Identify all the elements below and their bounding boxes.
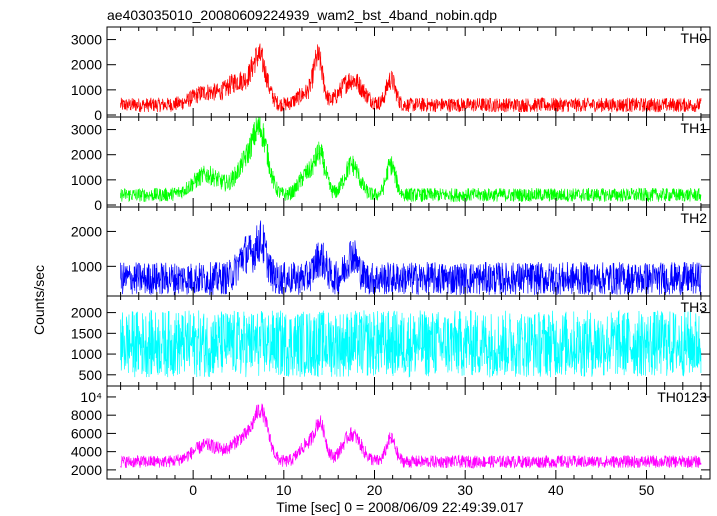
y-tick-label-th3-1: 1000	[71, 346, 102, 362]
x-tick-label-20: 20	[367, 482, 383, 498]
x-tick-label-50: 50	[639, 482, 655, 498]
y-tick-label-th0123-4: 10⁴	[80, 389, 102, 405]
y-tick-label-th1-2: 2000	[71, 147, 102, 163]
series-line-th3	[120, 309, 702, 378]
x-tick-label-30: 30	[457, 482, 473, 498]
y-tick-label-th0-1: 1000	[71, 82, 102, 98]
y-tick-label-th0-2: 2000	[71, 57, 102, 73]
panel-frame-th0123	[106, 385, 711, 480]
panel-label-th3: TH3	[681, 299, 708, 315]
y-tick-label-th3-3: 2000	[71, 305, 102, 321]
x-tick-label-10: 10	[276, 482, 292, 498]
y-tick-label-th0123-3: 8000	[71, 407, 102, 423]
y-tick-label-th0-3: 3000	[71, 32, 102, 48]
series-line-th0123	[120, 403, 702, 470]
y-tick-label-th0123-1: 4000	[71, 444, 102, 460]
y-tick-label-th2-1: 2000	[71, 223, 102, 239]
series-line-th0	[120, 43, 702, 113]
series-line-th1	[120, 117, 702, 203]
x-tick-label-0: 0	[189, 482, 197, 498]
y-tick-label-th3-2: 1500	[71, 325, 102, 341]
panel-label-th0123: TH0123	[657, 389, 707, 405]
series-line-th2	[120, 220, 702, 296]
y-tick-label-th0-0: 0	[94, 107, 102, 123]
y-tick-label-th0123-0: 2000	[71, 462, 102, 478]
panel-label-th1: TH1	[681, 120, 708, 136]
x-tick-label-40: 40	[548, 482, 564, 498]
panels-group: TH0 0 1000 2000 3000 TH1 0 1000 2000 3000 TH2 1000 2…	[71, 26, 711, 498]
panel-label-th2: TH2	[681, 210, 708, 226]
y-tick-label-th3-0: 500	[79, 367, 103, 383]
x-axis-label: Time [sec] 0 = 2008/06/09 22:49:39.017	[276, 499, 524, 515]
y-tick-label-th1-1: 1000	[71, 172, 102, 188]
panel-label-th0: TH0	[681, 30, 708, 46]
y-axis-label: Counts/sec	[31, 265, 47, 335]
y-tick-label-th1-0: 0	[94, 197, 102, 213]
y-tick-label-th2-0: 1000	[71, 258, 102, 274]
y-tick-label-th0123-2: 6000	[71, 425, 102, 441]
y-tick-label-th1-3: 3000	[71, 122, 102, 138]
chart-title: ae403035010_20080609224939_wam2_bst_4ban…	[107, 7, 497, 23]
